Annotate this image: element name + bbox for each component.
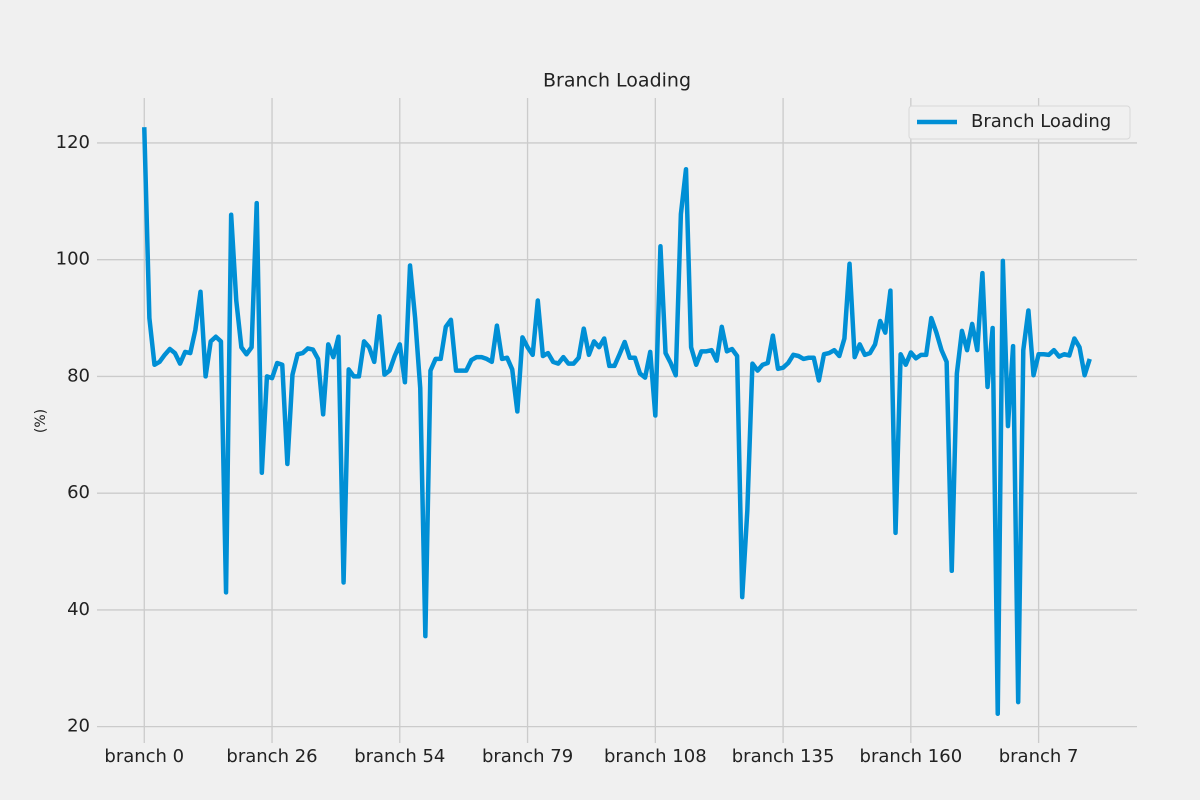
x-tick-label: branch 0 bbox=[104, 746, 184, 767]
x-tick-label: branch 26 bbox=[226, 746, 317, 767]
y-tick-label: 60 bbox=[67, 482, 90, 503]
data-line bbox=[142, 127, 1092, 717]
y-tick-label: 20 bbox=[67, 716, 90, 737]
legend-box bbox=[908, 105, 1131, 140]
grid bbox=[97, 98, 1137, 743]
y-tick-label: 80 bbox=[67, 365, 90, 386]
y-tick-label: 120 bbox=[56, 132, 90, 153]
legend: Branch Loading bbox=[908, 105, 1131, 140]
x-tick-label: branch 135 bbox=[732, 746, 835, 767]
x-tick-label: branch 79 bbox=[482, 746, 573, 767]
plot-area bbox=[142, 127, 1092, 717]
x-tick-label: branch 160 bbox=[860, 746, 963, 767]
x-tick-label: branch 54 bbox=[354, 746, 445, 767]
y-tick-label: 100 bbox=[56, 249, 90, 270]
x-tick-label: branch 7 bbox=[999, 746, 1079, 767]
x-tick-label: branch 108 bbox=[604, 746, 707, 767]
chart-title: Branch Loading bbox=[543, 70, 691, 92]
legend-label: Branch Loading bbox=[971, 111, 1111, 132]
y-axis-label: (%) bbox=[33, 409, 49, 433]
y-tick-label: 40 bbox=[67, 599, 90, 620]
